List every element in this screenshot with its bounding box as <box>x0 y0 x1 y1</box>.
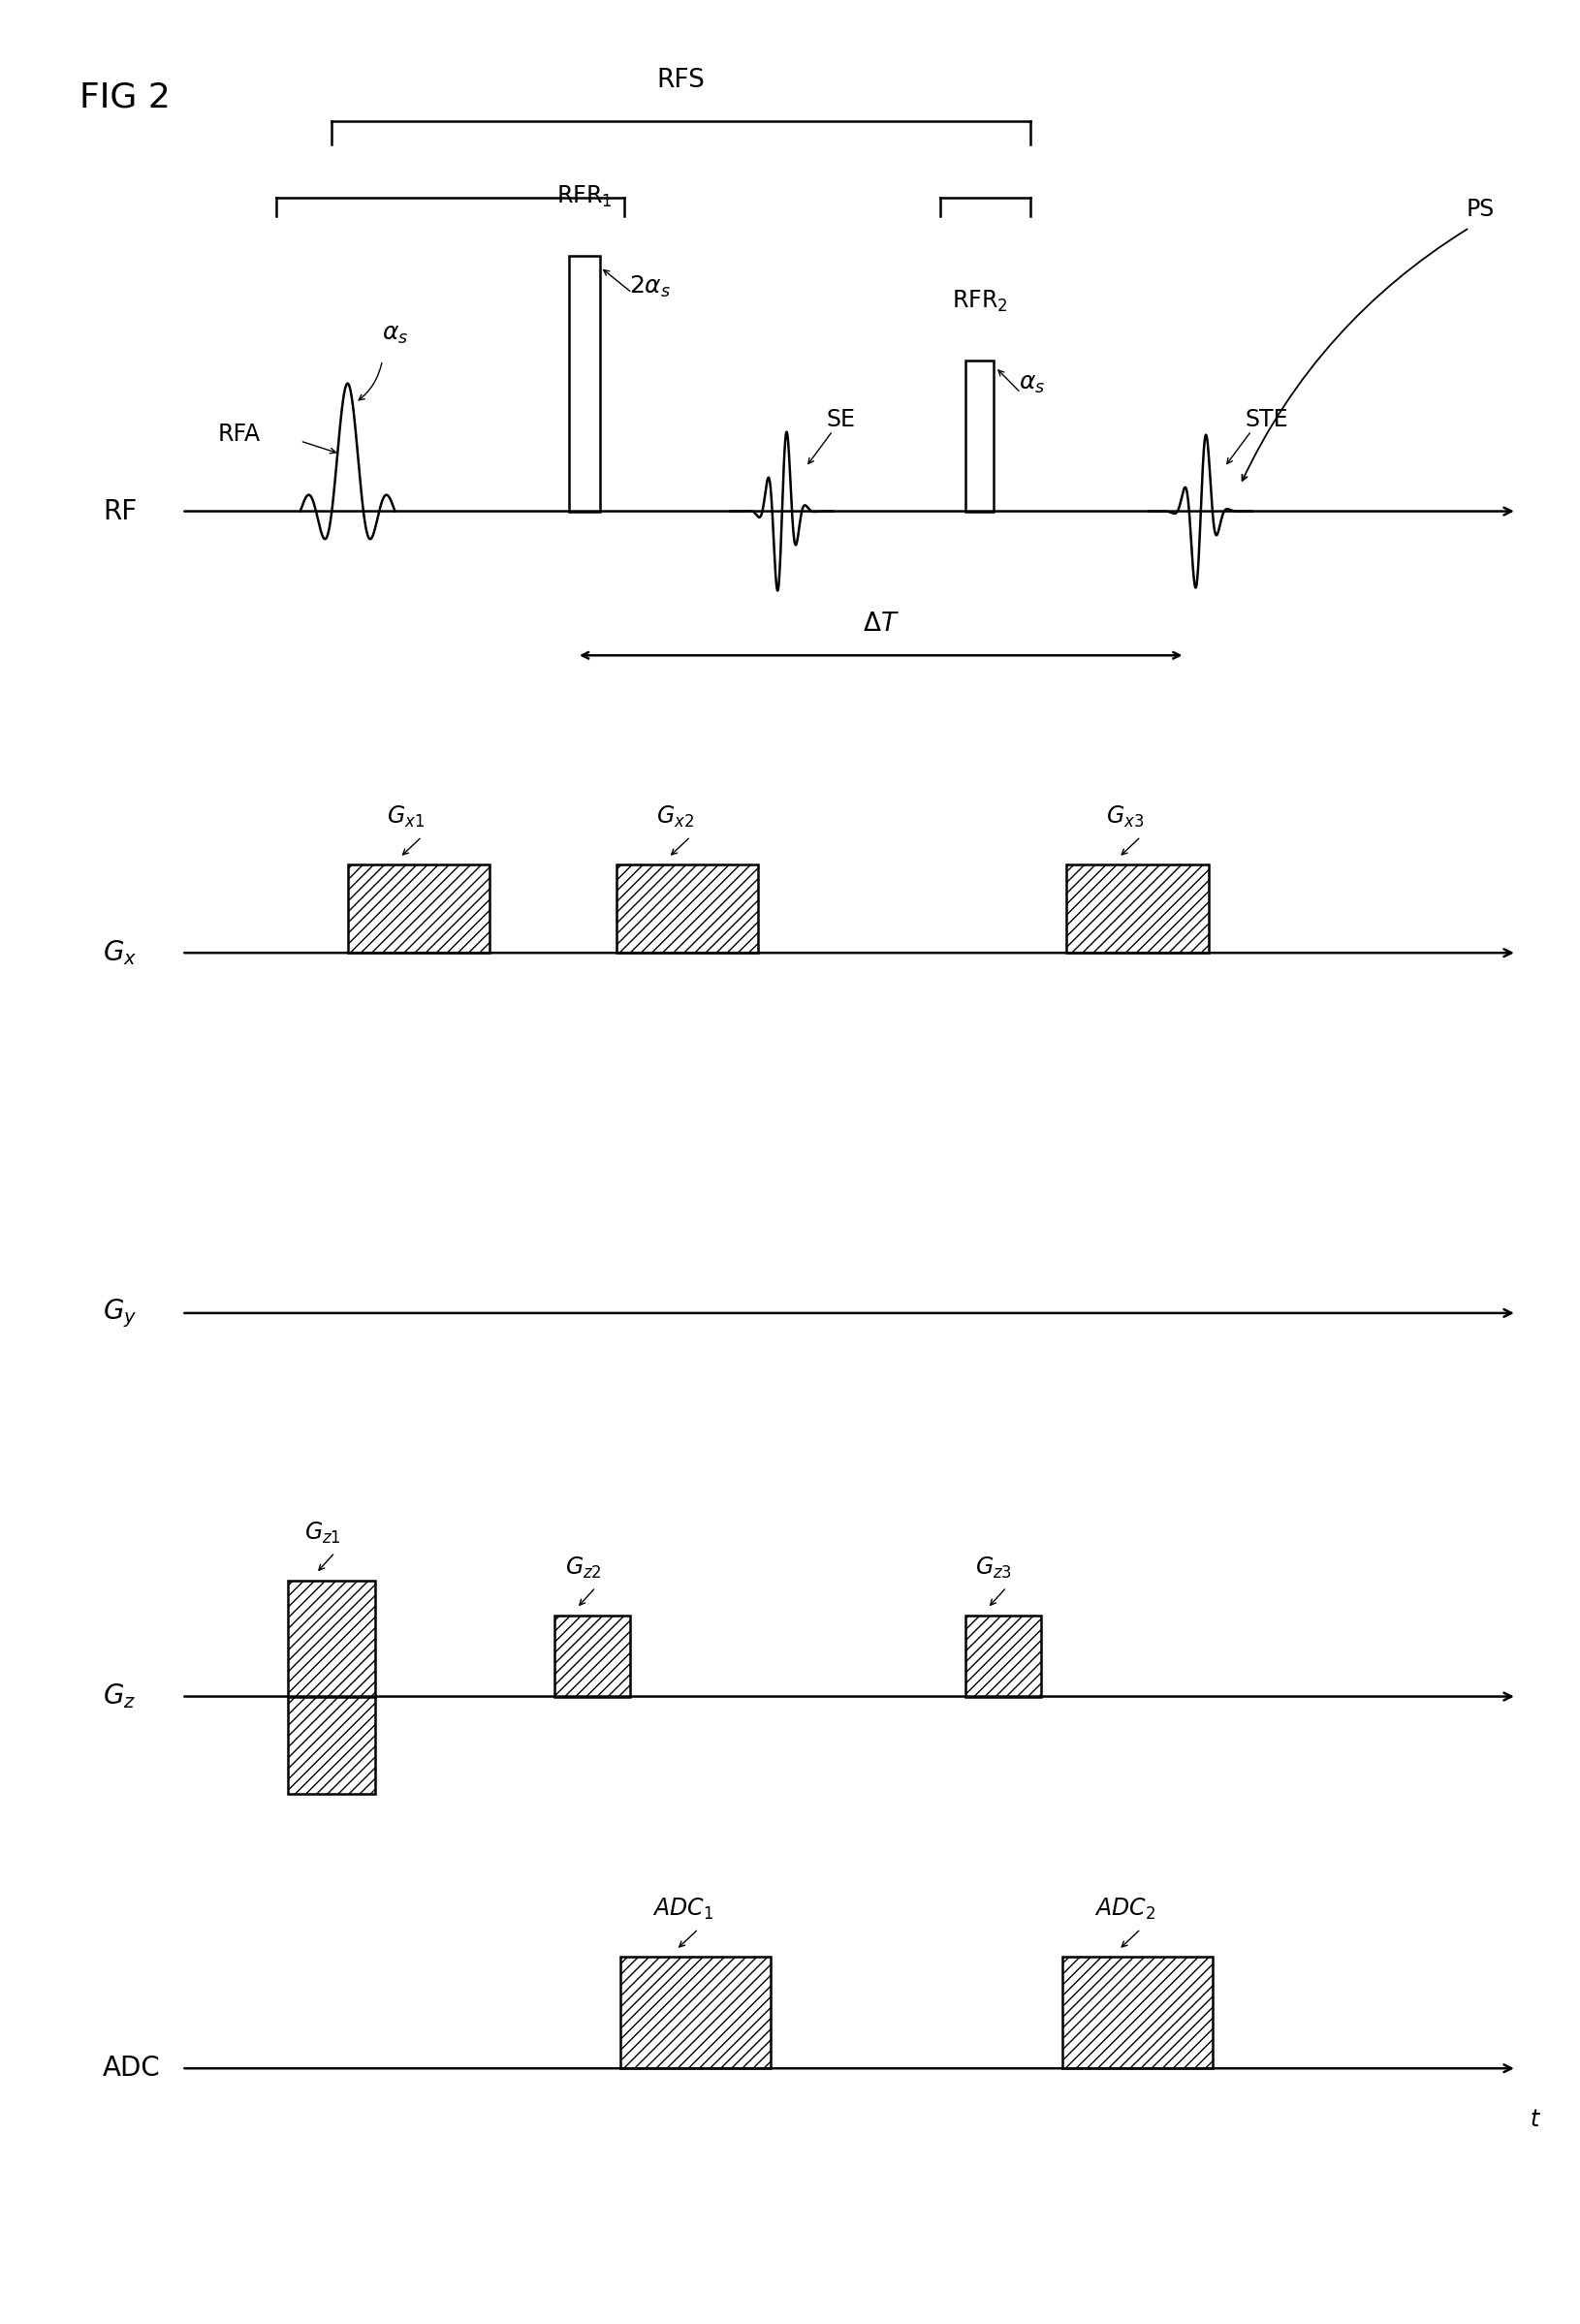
Bar <box>1062 1957 1213 2068</box>
Text: RFR$_1$: RFR$_1$ <box>556 184 613 209</box>
Bar <box>965 1615 1041 1697</box>
Text: $G_{z3}$: $G_{z3}$ <box>975 1555 1013 1580</box>
Text: STE: STE <box>1245 407 1288 430</box>
Bar <box>616 865 758 953</box>
Bar <box>965 360 994 511</box>
Text: $ADC_2$: $ADC_2$ <box>1095 1896 1155 1922</box>
Text: ADC: ADC <box>103 2054 161 2082</box>
Text: $t$: $t$ <box>1529 2108 1540 2131</box>
Bar <box>555 1615 630 1697</box>
Text: $G_x$: $G_x$ <box>103 939 137 967</box>
Text: $G_{z2}$: $G_{z2}$ <box>564 1555 602 1580</box>
Text: $\alpha_s$: $\alpha_s$ <box>1019 372 1046 395</box>
Text: SE: SE <box>826 407 855 430</box>
Text: $ADC_1$: $ADC_1$ <box>653 1896 713 1922</box>
Bar <box>288 1697 376 1794</box>
Text: RFA: RFA <box>218 423 261 446</box>
Text: $G_{x2}$: $G_{x2}$ <box>656 804 694 830</box>
Bar <box>569 256 600 511</box>
Text: $2\alpha_s$: $2\alpha_s$ <box>629 274 670 300</box>
Text: RFR$_2$: RFR$_2$ <box>951 288 1008 314</box>
Bar <box>1066 865 1209 953</box>
Text: RF: RF <box>103 497 137 525</box>
Text: $\alpha_s$: $\alpha_s$ <box>382 323 408 346</box>
Text: $G_{z1}$: $G_{z1}$ <box>303 1520 341 1545</box>
Text: $G_{x3}$: $G_{x3}$ <box>1106 804 1144 830</box>
Bar <box>348 865 490 953</box>
Text: $G_{x1}$: $G_{x1}$ <box>387 804 425 830</box>
Text: PS: PS <box>1466 198 1495 221</box>
Bar <box>288 1580 376 1697</box>
Text: RFS: RFS <box>657 67 705 93</box>
Text: $G_y$: $G_y$ <box>103 1297 137 1329</box>
Bar <box>619 1957 771 2068</box>
Text: FIG 2: FIG 2 <box>79 81 171 114</box>
Text: $G_z$: $G_z$ <box>103 1683 136 1710</box>
Text: $\Delta T$: $\Delta T$ <box>863 611 899 637</box>
